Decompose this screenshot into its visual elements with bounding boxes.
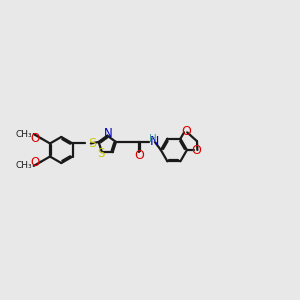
Text: O: O	[30, 131, 40, 145]
Text: O: O	[181, 125, 191, 138]
Text: S: S	[97, 147, 104, 160]
Text: N: N	[103, 127, 112, 140]
Text: S: S	[88, 137, 96, 150]
Text: CH₃: CH₃	[16, 130, 32, 139]
Text: CH₃: CH₃	[16, 161, 32, 170]
Text: O: O	[134, 148, 144, 161]
Text: H: H	[149, 134, 157, 144]
Text: O: O	[30, 155, 40, 169]
Text: O: O	[191, 144, 201, 157]
Text: N: N	[150, 136, 160, 148]
